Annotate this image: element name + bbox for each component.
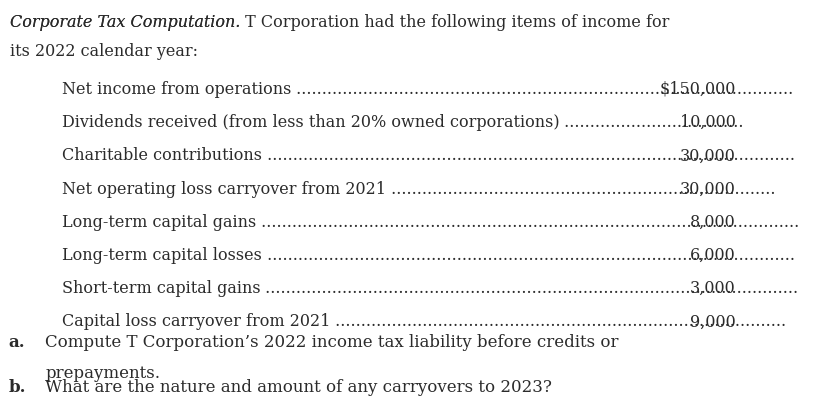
- Text: Net income from operations: Net income from operations: [62, 81, 291, 98]
- Text: Capital loss carryover from 2021: Capital loss carryover from 2021: [62, 313, 330, 330]
- Text: ...........................................................................: ........................................…: [386, 181, 775, 198]
- Text: Corporate Tax Computation.: Corporate Tax Computation.: [10, 14, 240, 31]
- Text: ................................................................................: ........................................…: [261, 147, 795, 164]
- Text: Long-term capital gains: Long-term capital gains: [62, 214, 256, 231]
- Text: Long-term capital losses: Long-term capital losses: [62, 247, 261, 264]
- Text: 10,000: 10,000: [680, 114, 736, 131]
- Text: Long-term capital losses: Long-term capital losses: [62, 247, 261, 264]
- Text: 8,000: 8,000: [690, 214, 736, 231]
- Text: Dividends received (from less than 20% owned corporations): Dividends received (from less than 20% o…: [62, 114, 559, 131]
- Text: ...................................: ...................................: [559, 114, 744, 131]
- Text: T Corporation had the following items of income for: T Corporation had the following items of…: [240, 14, 670, 31]
- Text: 6,000: 6,000: [690, 247, 736, 264]
- Text: its 2022 calendar year:: its 2022 calendar year:: [10, 43, 198, 60]
- Text: ................................................................................: ........................................…: [261, 247, 795, 264]
- Text: ................................................................................: ........................................…: [256, 214, 799, 231]
- Text: 30,000: 30,000: [680, 147, 736, 164]
- Text: Charitable contributions: Charitable contributions: [62, 147, 261, 164]
- Text: 9,000: 9,000: [690, 313, 736, 330]
- Text: prepayments.: prepayments.: [45, 364, 160, 382]
- Text: Charitable contributions: Charitable contributions: [62, 147, 261, 164]
- Text: $150,000: $150,000: [659, 81, 736, 98]
- Text: Compute T Corporation’s 2022 income tax liability before credits or: Compute T Corporation’s 2022 income tax …: [45, 334, 619, 351]
- Text: Short-term capital gains: Short-term capital gains: [62, 280, 261, 297]
- Text: Corporate Tax Computation.: Corporate Tax Computation.: [10, 14, 240, 31]
- Text: What are the nature and amount of any carryovers to 2023?: What are the nature and amount of any ca…: [45, 379, 552, 396]
- Text: Long-term capital gains: Long-term capital gains: [62, 214, 256, 231]
- Text: ................................................................................: ........................................…: [291, 81, 793, 98]
- Text: ................................................................................: ........................................…: [261, 280, 798, 297]
- Text: Net operating loss carryover from 2021: Net operating loss carryover from 2021: [62, 181, 386, 198]
- Text: Net income from operations: Net income from operations: [62, 81, 291, 98]
- Text: Capital loss carryover from 2021: Capital loss carryover from 2021: [62, 313, 330, 330]
- Text: b.: b.: [8, 379, 25, 396]
- Text: 30,000: 30,000: [680, 181, 736, 198]
- Text: 3,000: 3,000: [690, 280, 736, 297]
- Text: Net operating loss carryover from 2021: Net operating loss carryover from 2021: [62, 181, 386, 198]
- Text: Short-term capital gains: Short-term capital gains: [62, 280, 261, 297]
- Text: a.: a.: [8, 334, 25, 351]
- Text: ................................................................................: ........................................…: [330, 313, 786, 330]
- Text: Dividends received (from less than 20% owned corporations): Dividends received (from less than 20% o…: [62, 114, 559, 131]
